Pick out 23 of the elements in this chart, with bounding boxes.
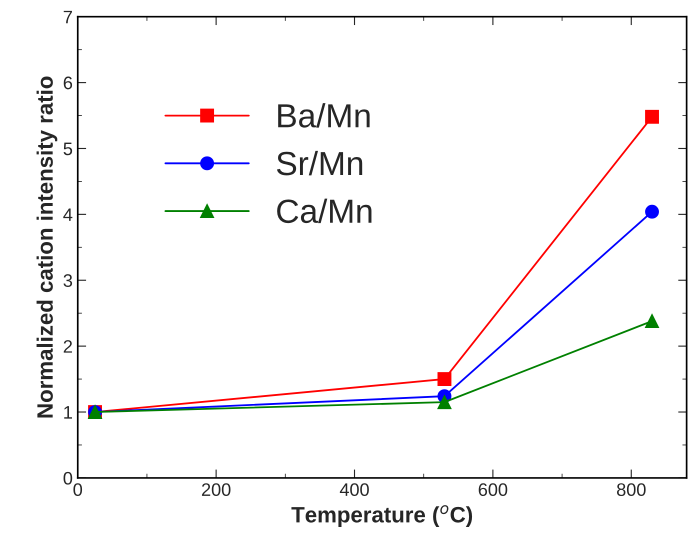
x-tick-label: 600 — [478, 483, 508, 496]
point — [645, 204, 659, 219]
y-axis-title: Normalized cation intensity ratio — [36, 76, 58, 418]
y-tick-label: 1 — [64, 406, 72, 419]
x-tick-label: 800 — [616, 483, 646, 496]
y-tick-label: 7 — [64, 10, 72, 24]
x-tick-label: 0 — [73, 483, 82, 496]
legend-label: Sr/Mn — [276, 150, 362, 176]
y-tick-label: 5 — [64, 142, 72, 156]
y-tick-label: 2 — [64, 340, 72, 353]
legend-label: Ca/Mn — [277, 198, 372, 224]
point — [645, 314, 659, 328]
y-tick-label: 0 — [64, 472, 72, 485]
x-tick-label: 200 — [202, 483, 230, 496]
y-tick-label: 4 — [63, 208, 72, 221]
x-axis-title: Temperature ($^{o}$C) — [291, 505, 472, 527]
point — [438, 395, 452, 410]
x-tick-label: 400 — [340, 483, 369, 496]
legend-label: Ba/Mn — [278, 103, 370, 128]
point — [438, 372, 452, 386]
point — [645, 110, 659, 124]
y-tick-label: 6 — [64, 76, 72, 90]
y-tick-label: 3 — [64, 274, 72, 287]
